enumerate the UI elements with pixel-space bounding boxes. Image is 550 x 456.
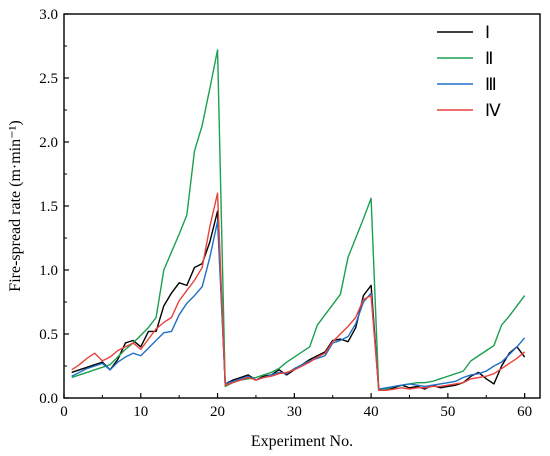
legend-label-4: Ⅳ — [485, 101, 501, 120]
y-tick-label: 3.0 — [39, 7, 58, 23]
x-tick-label: 0 — [60, 404, 68, 420]
y-tick-label: 1.0 — [39, 263, 58, 279]
y-tick-label: 0.0 — [39, 391, 58, 407]
legend-label-1: Ⅰ — [485, 23, 490, 42]
legend-label-2: Ⅱ — [485, 49, 493, 68]
y-tick-label: 0.5 — [39, 327, 58, 343]
legend-label-3: Ⅲ — [485, 75, 497, 94]
x-axis-title: Experiment No. — [251, 433, 353, 450]
y-tick-label: 2.0 — [39, 135, 58, 151]
x-tick-label: 60 — [517, 404, 532, 420]
x-tick-label: 40 — [364, 404, 379, 420]
y-tick-label: 2.5 — [39, 71, 58, 87]
y-axis-title: Fire-spread rate (m·min⁻¹) — [7, 120, 24, 291]
series-lines — [71, 49, 526, 392]
y-tick-label: 1.5 — [39, 199, 58, 215]
y-axis: 0.0 0.5 1.0 1.5 2.0 2.5 3.0 — [39, 7, 69, 407]
x-tick-label: 20 — [210, 404, 225, 420]
x-tick-label: 30 — [287, 404, 302, 420]
x-axis: 0 10 20 30 40 50 60 — [60, 393, 532, 420]
legend: Ⅰ Ⅱ Ⅲ Ⅳ — [437, 23, 501, 120]
series-line-1 — [71, 210, 526, 392]
x-tick-label: 10 — [133, 404, 148, 420]
series-line-2 — [71, 49, 526, 392]
x-tick-label: 50 — [440, 404, 455, 420]
series-line-3 — [71, 220, 526, 390]
series-line-4 — [71, 192, 526, 392]
